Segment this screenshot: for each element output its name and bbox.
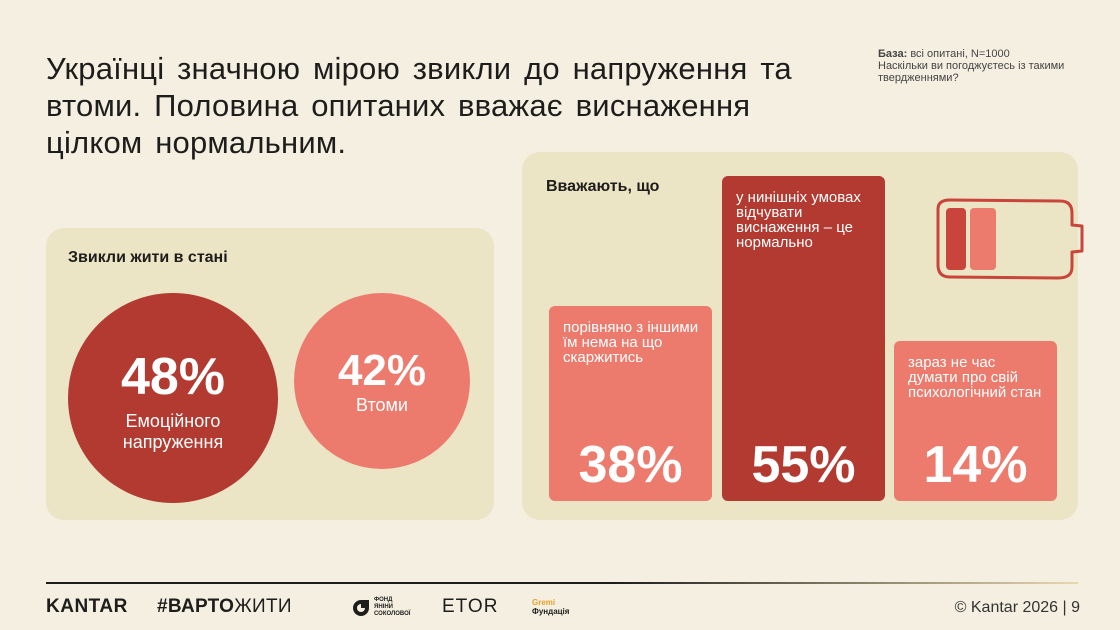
- page-title: Українці значною мірою звикли до напруже…: [46, 50, 846, 161]
- bar-label-not-the-time: зараз не час думати про свій психологічн…: [908, 354, 1042, 401]
- copyright-page-number: © Kantar 2026 | 9: [954, 599, 1080, 616]
- gremi-top: Gremi: [532, 598, 556, 607]
- emotional-tension-circle: 48% Емоційного напруження: [68, 293, 278, 503]
- used-to-living-title: Звикли жити в стані: [68, 249, 228, 266]
- bar-label-no-complaints: порівняно з іншими їм нема на що скаржит…: [563, 319, 699, 366]
- base-text: всі опитані, N=1000: [910, 48, 1010, 60]
- base-question: Наскільки ви погоджуєтесь із такими твер…: [878, 60, 1065, 84]
- fatigue-value: 42%: [337, 346, 427, 395]
- bar-value-exhaustion-normal: 55%: [751, 436, 856, 494]
- fund-logo-icon: [353, 599, 369, 616]
- title-line-2: втоми. Половина опитаних вважає виснажен…: [46, 88, 751, 123]
- varto-bold: #ВАРТО: [157, 596, 235, 617]
- gremi-bottom: Фундація: [532, 607, 570, 616]
- title-line-1: Українці значною мірою звикли до напруже…: [46, 51, 792, 86]
- title-line-3: цілком нормальним.: [46, 125, 347, 160]
- varto-zhyty-logo: #ВАРТОЖИТИ: [157, 596, 292, 618]
- emotional-tension-value: 48%: [120, 348, 226, 406]
- base-note: База: всі опитані, N=1000 Наскільки ви п…: [878, 48, 1098, 84]
- fund-line-1: ФОНД: [374, 597, 393, 603]
- fund-line-3: СОКОЛОВОЇ: [374, 611, 411, 617]
- low-battery-icon: [936, 198, 1084, 280]
- bar-no-complaints: порівняно з іншими їм нема на що скаржит…: [549, 306, 712, 501]
- used-to-living-panel: Звикли жити в стані 48% Емоційного напру…: [46, 228, 494, 520]
- yanina-sokolova-fund-logo: ФОНД ЯНІНИ СОКОЛОВОЇ: [352, 597, 410, 618]
- believe-that-title: Вважають, що: [546, 178, 660, 195]
- base-label: База:: [878, 48, 908, 60]
- etor-logo: ETOR: [442, 596, 499, 617]
- fund-line-2: ЯНІНИ: [374, 604, 393, 610]
- bar-value-not-the-time: 14%: [923, 436, 1028, 494]
- bar-exhaustion-normal: у нинішніх умовах відчувати виснаження –…: [722, 176, 885, 501]
- fatigue-label: Втоми: [356, 395, 408, 415]
- gremi-foundation-logo: Gremi Фундація: [532, 598, 569, 616]
- bar-value-no-complaints: 38%: [578, 436, 683, 494]
- kantar-logo: KANTAR: [46, 596, 128, 617]
- fatigue-circle: 42% Втоми: [294, 293, 470, 469]
- bar-label-exhaustion-normal: у нинішніх умовах відчувати виснаження –…: [736, 189, 861, 251]
- bar-not-the-time: зараз не час думати про свій психологічн…: [894, 341, 1057, 501]
- footer-divider: [46, 582, 1078, 584]
- varto-rest: ЖИТИ: [234, 596, 292, 617]
- emotional-tension-label: Емоційного напруження: [122, 411, 224, 452]
